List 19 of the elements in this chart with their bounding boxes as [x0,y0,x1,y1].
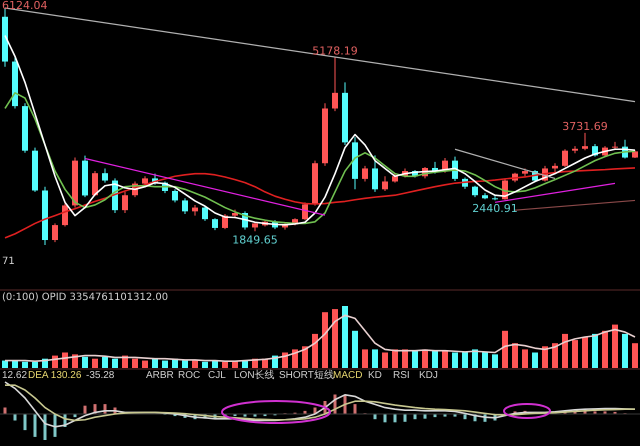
text: CJL [208,370,226,381]
annotation: 1849.65 [232,233,278,246]
text: KDJ [419,370,438,381]
annotation: 6124.04 [2,0,48,12]
annotation: 2440.91 [472,202,518,216]
text: SHORT短线 [279,369,334,381]
annotation: 3731.69 [562,120,608,133]
text: RSI [393,370,410,381]
chart-title: (0:100) OPID 3354761101312.00 [2,292,168,303]
text: KD [368,370,382,381]
text: ARBR [146,370,174,381]
text: LON长线 [234,369,275,381]
text: MACD [333,370,362,381]
annotation: 5178.19 [312,44,358,58]
text: -35.28 [86,370,115,381]
text: DEA 130.26 [28,370,82,381]
text: ROC [178,370,200,381]
text: 71 [2,256,15,267]
text: 12.62 [2,370,28,381]
